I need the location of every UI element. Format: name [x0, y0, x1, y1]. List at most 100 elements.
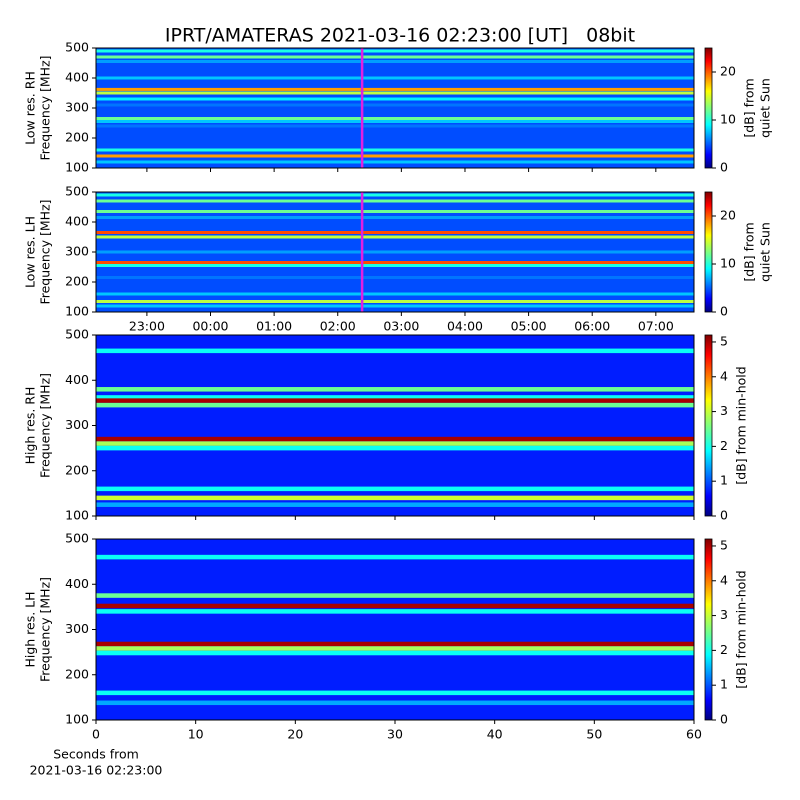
- spectral-band: [96, 231, 694, 234]
- x-tick-label: 0: [92, 727, 100, 742]
- y-axis-label: High res. RH: [23, 387, 38, 465]
- x-axis-label: Seconds from: [53, 747, 139, 762]
- spectral-band: [96, 91, 694, 95]
- y-axis-label: Low res. LH: [23, 216, 38, 288]
- heatmap-background: [96, 335, 694, 516]
- spectral-band: [96, 60, 694, 63]
- x-tick-label: 50: [586, 727, 602, 742]
- colorbar-label: quiet Sun: [758, 78, 773, 138]
- colorbar-tick-label: 0: [720, 160, 728, 175]
- colorbar: [704, 538, 713, 721]
- x-tick-label: 00:00: [192, 319, 228, 334]
- spectral-band: [96, 210, 694, 213]
- x-axis-label: 2021-03-16 02:23:00: [30, 763, 163, 778]
- spectral-band: [96, 348, 694, 354]
- colorbar-tick-label: 1: [720, 473, 728, 488]
- y-tick-label: 300: [65, 621, 89, 636]
- colorbar-tick-label: 4: [720, 368, 728, 383]
- spectral-band: [96, 700, 694, 706]
- colorbar-tick-label: 10: [720, 256, 736, 271]
- x-tick-label: 10: [188, 727, 204, 742]
- colorbar-tick-label: 5: [720, 537, 728, 552]
- x-tick-label: 23:00: [129, 319, 165, 334]
- spectral-band: [96, 641, 694, 647]
- colorbar-tick-label: 2: [720, 642, 728, 657]
- y-axis-label: Frequency [MHz]: [38, 577, 53, 682]
- spectral-band: [96, 495, 694, 501]
- colorbar-tick-label: 3: [720, 607, 728, 622]
- chart-title: IPRT/AMATERAS 2021-03-16 02:23:00 [UT] 0…: [165, 25, 635, 47]
- colorbar-tick-label: 3: [720, 403, 728, 418]
- x-tick-label: 03:00: [383, 319, 419, 334]
- spectral-band: [96, 55, 694, 59]
- y-axis-label: High res. LH: [23, 591, 38, 667]
- colorbar: [704, 334, 713, 517]
- x-tick-label: 40: [487, 727, 503, 742]
- x-tick-label: 60: [686, 727, 702, 742]
- y-tick-label: 400: [65, 70, 89, 85]
- y-tick-label: 400: [65, 372, 89, 387]
- spectral-band: [96, 398, 694, 403]
- colorbar-tick-label: 4: [720, 572, 728, 587]
- spectral-band: [96, 160, 694, 164]
- spectral-band: [96, 124, 694, 128]
- colorbar-tick-label: 0: [720, 304, 728, 319]
- colorbar-label: [dB] from: [742, 78, 757, 137]
- x-tick-label: 30: [387, 727, 403, 742]
- spectral-band: [96, 502, 694, 507]
- colorbar-tick-label: 0: [720, 712, 728, 727]
- spectral-band: [96, 402, 694, 408]
- colorbar-tick-label: 20: [720, 208, 736, 223]
- spectral-band: [96, 154, 694, 158]
- spectral-band: [96, 49, 694, 53]
- spectral-band: [96, 120, 694, 123]
- spectral-band: [96, 97, 694, 101]
- spectral-band: [96, 148, 694, 152]
- spectral-band: [96, 193, 694, 197]
- spectral-band: [96, 593, 694, 598]
- colorbar-tick-label: 10: [720, 112, 736, 127]
- colorbar-tick-label: 5: [720, 333, 728, 348]
- y-tick-label: 100: [65, 304, 89, 319]
- x-tick-label: 02:00: [320, 319, 356, 334]
- spectral-band: [96, 117, 694, 120]
- spectral-band: [96, 264, 694, 267]
- y-tick-label: 500: [65, 184, 89, 199]
- y-axis-label: Low res. RH: [23, 71, 38, 145]
- y-tick-label: 200: [65, 462, 89, 477]
- colorbar: [704, 47, 713, 169]
- spectral-band: [96, 276, 694, 279]
- x-tick-label: 06:00: [574, 319, 610, 334]
- colorbar-tick-label: 2: [720, 438, 728, 453]
- spectral-band: [96, 261, 694, 264]
- colorbar-tick-label: 0: [720, 508, 728, 523]
- y-tick-label: 300: [65, 417, 89, 432]
- colorbar-label: quiet Sun: [758, 222, 773, 282]
- y-tick-label: 100: [65, 508, 89, 523]
- y-axis-label: Frequency [MHz]: [38, 373, 53, 478]
- x-tick-label: 07:00: [638, 319, 674, 334]
- colorbar-tick-label: 1: [720, 677, 728, 692]
- spectral-band: [96, 216, 694, 219]
- spectral-band: [96, 76, 694, 80]
- y-tick-label: 400: [65, 576, 89, 591]
- spectral-band: [96, 554, 694, 560]
- spectral-band: [96, 304, 694, 308]
- spectral-band: [96, 199, 694, 203]
- spectral-band: [96, 250, 694, 254]
- heatmap-background: [96, 48, 694, 168]
- spectral-band: [96, 87, 694, 91]
- spectral-band: [96, 445, 694, 451]
- spectral-band: [96, 603, 694, 609]
- spectral-band: [96, 646, 694, 651]
- x-tick-label: 20: [287, 727, 303, 742]
- spectral-band: [96, 690, 694, 696]
- y-axis-label: Frequency [MHz]: [38, 55, 53, 160]
- y-tick-label: 200: [65, 274, 89, 289]
- spectral-band: [96, 387, 694, 392]
- spectral-band: [96, 103, 694, 107]
- spectral-band: [96, 300, 694, 303]
- spectral-band: [96, 395, 694, 400]
- x-tick-label: 05:00: [511, 319, 547, 334]
